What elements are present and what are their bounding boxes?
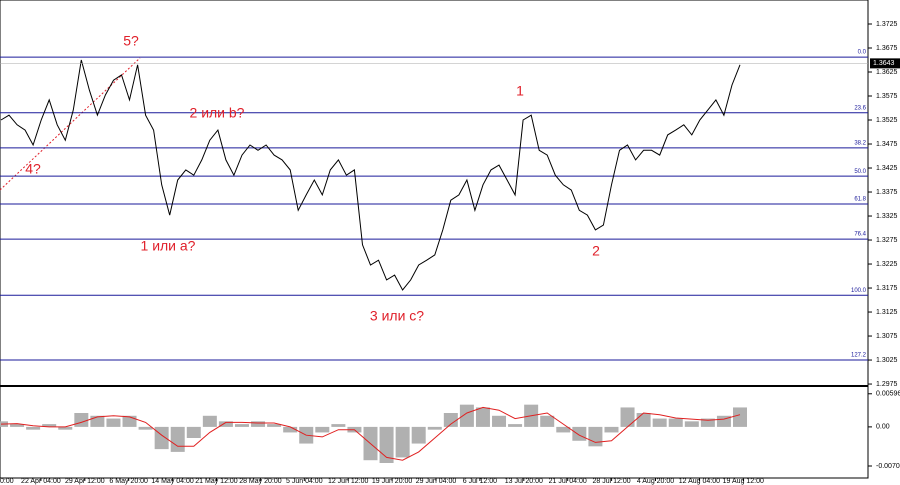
histogram-bar <box>620 407 635 427</box>
histogram-bar <box>540 415 555 427</box>
histogram-bar <box>652 418 667 427</box>
x-tick-label: 5 Jun 04:00 <box>286 478 323 485</box>
x-tick-label: 12 Jun 12:00 <box>328 478 369 485</box>
histogram-bar <box>267 424 282 427</box>
wave-label: 4? <box>25 161 41 177</box>
histogram-bar <box>106 418 121 427</box>
y-tick-label: 1.3225 <box>876 261 898 268</box>
histogram-bar <box>202 415 217 427</box>
histogram-bar <box>475 407 490 427</box>
histogram-bar <box>700 418 715 427</box>
y-tick-label: 1.3125 <box>876 309 898 316</box>
histogram-bar <box>427 426 442 430</box>
x-tick-label: 22 Apr 04:00 <box>21 478 61 485</box>
histogram-bar <box>58 426 73 430</box>
histogram-bar <box>74 413 89 427</box>
x-tick-label: 21 May 12:00 <box>195 478 238 485</box>
fib-label: 38.2 <box>854 140 866 146</box>
histogram-bar <box>572 426 587 441</box>
x-tick-label: 19 Aug 12:00 <box>723 478 764 485</box>
x-tick-label: 0:00 <box>0 478 14 485</box>
x-tick-label: 6 Jul 12:00 <box>463 478 497 485</box>
x-tick-label: 28 May 20:00 <box>239 478 282 485</box>
x-tick-label: 6 May 20:00 <box>109 478 148 485</box>
fib-label: 23.6 <box>854 105 866 111</box>
histogram-bar <box>10 424 25 427</box>
wave-label: 2 <box>592 243 600 259</box>
histogram-bar <box>733 407 747 427</box>
fib-label: 50.0 <box>854 169 866 175</box>
y-tick-label: 1.3325 <box>876 213 898 220</box>
y-tick-label: 1.3375 <box>876 189 898 196</box>
histogram-bar <box>26 426 41 430</box>
histogram-bar <box>234 424 249 427</box>
x-tick-label: 29 Apr 12:00 <box>65 478 105 485</box>
wave-label: 3 или c? <box>370 308 424 324</box>
histogram-bar <box>138 426 153 430</box>
histogram-bar <box>459 404 474 427</box>
histogram-bar <box>508 424 523 427</box>
wave-label: 1 <box>516 83 524 99</box>
signal-line <box>0 406 741 461</box>
histogram-bar <box>90 415 105 427</box>
y-tick-label: 1.3075 <box>876 333 898 340</box>
x-tick-label: 14 May 04:00 <box>151 478 194 485</box>
y-tick-label: 1.3725 <box>876 21 898 28</box>
x-tick-label: 21 Jul 04:00 <box>549 478 587 485</box>
fib-label: 0.0 <box>858 50 867 56</box>
histogram-bar <box>42 424 57 427</box>
histogram-bar <box>122 415 137 427</box>
y-tick-label: 1.3175 <box>876 285 898 292</box>
histogram-bar <box>218 421 233 427</box>
y2-tick-label: -0.00704 <box>876 463 900 470</box>
y2-tick-label: 0.00 <box>876 424 890 431</box>
y-tick-label: 1.3425 <box>876 165 898 172</box>
histogram-bar <box>588 426 603 447</box>
y2-tick-label: 0.00596 <box>876 391 900 398</box>
y-tick-label: 1.3575 <box>876 93 898 100</box>
histogram-bar <box>636 413 651 427</box>
histogram-bar <box>186 426 201 438</box>
histogram-bar <box>604 426 619 433</box>
histogram-bar <box>668 418 683 427</box>
y-tick-label: 1.2975 <box>876 381 898 388</box>
x-tick-label: 4 Aug 20:00 <box>637 478 674 485</box>
fib-label: 76.4 <box>854 232 866 238</box>
histogram-bar <box>395 426 410 458</box>
histogram-bar <box>251 421 266 427</box>
histogram-bar <box>170 426 185 452</box>
fib-label: 61.8 <box>854 197 866 203</box>
histogram-bar <box>315 426 330 433</box>
wave-label: 1 или a? <box>141 238 196 254</box>
histogram-bar <box>411 426 426 444</box>
histogram-bar <box>492 415 507 427</box>
current-price-label: 1.3643 <box>873 60 895 67</box>
wave-label: 5? <box>123 33 139 49</box>
y-tick-label: 1.3525 <box>876 117 898 124</box>
fib-label: 127.2 <box>851 353 867 359</box>
x-tick-label: 13 Jul 20:00 <box>505 478 543 485</box>
histogram-bar <box>283 426 298 433</box>
x-tick-label: 29 Jun 04:00 <box>416 478 457 485</box>
x-tick-label: 12 Aug 04:00 <box>679 478 720 485</box>
price-line <box>0 59 741 291</box>
y-tick-label: 1.3475 <box>876 141 898 148</box>
y-tick-label: 1.3025 <box>876 357 898 364</box>
wave-label: 2 или b? <box>190 105 245 121</box>
x-tick-label: 28 Jul 12:00 <box>593 478 631 485</box>
histogram-bar <box>716 415 731 427</box>
histogram-bar <box>556 426 571 433</box>
histogram-bar <box>331 424 346 427</box>
y-tick-label: 1.3625 <box>876 69 898 76</box>
y-tick-label: 1.3275 <box>876 237 898 244</box>
current-price-box <box>870 58 900 69</box>
x-tick-label: 19 Jun 20:00 <box>372 478 413 485</box>
y-tick-label: 1.3675 <box>876 45 898 52</box>
histogram-bar <box>443 413 458 427</box>
histogram-bar <box>684 421 699 427</box>
fib-label: 100.0 <box>851 288 867 294</box>
